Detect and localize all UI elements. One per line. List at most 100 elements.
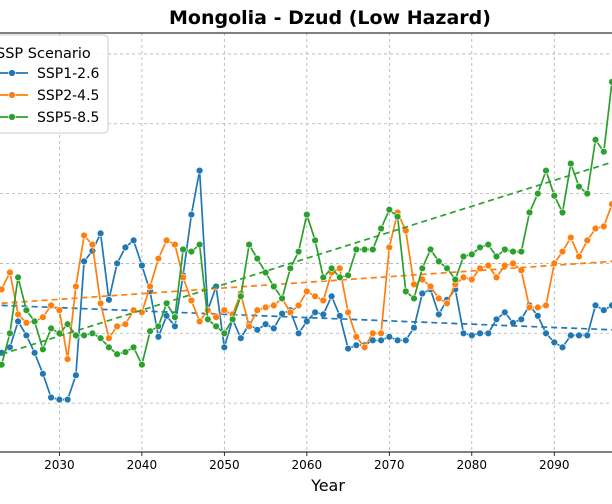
data-point — [385, 243, 393, 252]
legend-label: SSP1-2.6 — [37, 66, 100, 82]
data-point — [220, 343, 229, 351]
data-point — [113, 350, 121, 358]
data-point — [278, 294, 286, 303]
data-point — [245, 322, 253, 330]
data-point — [237, 334, 245, 342]
data-point — [418, 264, 426, 272]
data-point — [220, 329, 229, 337]
data-point — [319, 273, 327, 282]
data-point — [22, 319, 31, 327]
data-point — [426, 282, 435, 291]
data-point — [171, 322, 179, 330]
data-point — [600, 306, 608, 314]
data-point — [459, 329, 468, 337]
data-point — [96, 229, 105, 238]
data-point — [6, 329, 14, 337]
data-point — [468, 275, 476, 284]
data-point — [336, 312, 344, 320]
data-point — [204, 315, 212, 323]
data-point — [360, 343, 369, 351]
data-point — [187, 210, 196, 219]
data-point — [583, 331, 591, 340]
data-point — [542, 329, 550, 337]
data-point — [517, 247, 525, 256]
data-point — [253, 326, 261, 334]
legend-label: SSP5-8.5 — [37, 110, 99, 126]
data-point — [22, 306, 31, 314]
data-point — [237, 292, 245, 300]
data-point — [187, 296, 196, 305]
data-point — [138, 308, 146, 316]
data-point — [525, 303, 534, 312]
data-point — [129, 343, 138, 351]
data-point — [336, 273, 344, 282]
data-point — [72, 282, 80, 291]
data-point — [435, 310, 443, 319]
legend: SSP Scenario SSP1-2.6 SSP2-4.5 SSP5-8.5 — [0, 34, 109, 134]
data-point — [105, 334, 113, 342]
x-tick-label: 2060 — [292, 458, 323, 472]
data-point — [591, 224, 600, 233]
data-point — [336, 264, 344, 272]
data-point — [195, 240, 204, 249]
x-axis-label: Year — [310, 476, 345, 495]
legend-swatch-marker — [8, 91, 16, 99]
data-point — [352, 245, 360, 254]
data-point — [14, 273, 22, 282]
data-point — [80, 257, 88, 266]
data-point — [583, 236, 591, 245]
data-point — [39, 345, 47, 353]
data-point — [591, 136, 600, 144]
data-point — [567, 233, 575, 242]
x-tick-label: 2040 — [127, 458, 158, 472]
trend-line — [1, 161, 612, 356]
data-point — [591, 301, 600, 310]
data-point — [121, 320, 130, 328]
data-point — [459, 252, 468, 261]
data-point — [501, 245, 509, 254]
data-point — [369, 245, 377, 254]
data-point — [575, 182, 583, 191]
data-point — [121, 348, 130, 356]
data-point — [327, 292, 336, 300]
data-point — [270, 282, 278, 291]
data-point — [195, 166, 204, 175]
legend-frame — [0, 34, 109, 134]
data-point — [402, 336, 410, 344]
data-point — [138, 261, 146, 270]
data-point — [30, 349, 39, 357]
data-point — [311, 236, 319, 245]
data-point — [608, 200, 612, 208]
data-point — [154, 322, 163, 330]
data-point — [377, 224, 385, 233]
data-point — [30, 317, 39, 326]
data-point — [63, 355, 72, 363]
legend-swatch-marker — [8, 69, 16, 77]
data-point — [171, 240, 179, 249]
data-point — [294, 301, 303, 310]
data-point — [261, 303, 270, 312]
data-point — [286, 308, 294, 316]
data-point — [476, 329, 484, 337]
data-point — [6, 268, 14, 277]
data-point — [377, 336, 385, 344]
data-point — [261, 320, 270, 328]
data-point — [443, 299, 451, 307]
series-ssp1-2-6 — [0, 166, 612, 404]
data-point — [88, 240, 97, 249]
data-point — [319, 310, 327, 319]
data-point — [492, 252, 501, 261]
data-point — [171, 313, 179, 321]
data-point — [286, 264, 294, 272]
data-point — [162, 312, 171, 320]
data-point — [468, 250, 476, 259]
data-point — [195, 317, 204, 326]
data-point — [443, 264, 451, 272]
data-point — [105, 343, 113, 351]
data-point — [402, 287, 410, 296]
data-point — [558, 208, 567, 217]
legend-item: SSP5-8.5 — [0, 110, 99, 126]
data-point — [451, 275, 459, 284]
